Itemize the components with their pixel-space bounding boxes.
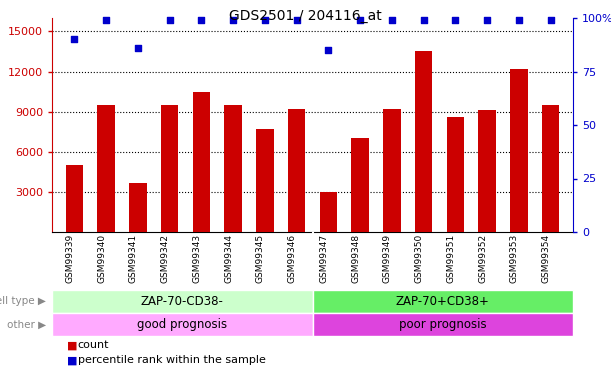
Bar — [320, 192, 337, 232]
Bar — [312, 313, 573, 336]
Text: count: count — [78, 340, 109, 350]
Text: GSM99347: GSM99347 — [320, 234, 328, 283]
Point — [355, 17, 365, 23]
Bar — [192, 92, 210, 232]
Point — [450, 17, 460, 23]
Bar — [52, 290, 312, 313]
Text: GSM99340: GSM99340 — [97, 234, 106, 283]
Text: ZAP-70+CD38+: ZAP-70+CD38+ — [396, 295, 489, 308]
Bar — [256, 129, 274, 232]
Bar — [478, 110, 496, 232]
Text: GSM99345: GSM99345 — [256, 234, 265, 283]
Point — [101, 17, 111, 23]
Text: poor prognosis: poor prognosis — [399, 318, 486, 331]
Text: cell type ▶: cell type ▶ — [0, 297, 46, 306]
Point — [196, 17, 206, 23]
Bar — [97, 105, 115, 232]
Point — [291, 17, 301, 23]
Text: ZAP-70-CD38-: ZAP-70-CD38- — [141, 295, 224, 308]
Point — [260, 17, 269, 23]
Text: GSM99341: GSM99341 — [129, 234, 137, 283]
Text: GSM99342: GSM99342 — [161, 234, 169, 283]
Bar — [288, 109, 306, 232]
Text: ■: ■ — [67, 356, 78, 365]
Point — [228, 17, 238, 23]
Bar — [447, 117, 464, 232]
Text: percentile rank within the sample: percentile rank within the sample — [78, 356, 266, 365]
Point — [482, 17, 492, 23]
Bar — [510, 69, 528, 232]
Bar — [312, 290, 573, 313]
Point — [70, 36, 79, 42]
Text: GSM99352: GSM99352 — [478, 234, 487, 283]
Text: GSM99343: GSM99343 — [192, 234, 201, 283]
Bar — [224, 105, 242, 232]
Text: good prognosis: good prognosis — [137, 318, 227, 331]
Bar — [65, 165, 83, 232]
Bar — [351, 138, 369, 232]
Point — [164, 17, 174, 23]
Text: GSM99344: GSM99344 — [224, 234, 233, 283]
Text: GSM99353: GSM99353 — [510, 234, 519, 283]
Bar — [52, 313, 312, 336]
Text: GSM99348: GSM99348 — [351, 234, 360, 283]
Bar — [383, 109, 401, 232]
Point — [514, 17, 524, 23]
Text: other ▶: other ▶ — [7, 320, 46, 330]
Text: GSM99354: GSM99354 — [542, 234, 551, 283]
Bar — [415, 51, 433, 232]
Point — [387, 17, 397, 23]
Text: GDS2501 / 204116_at: GDS2501 / 204116_at — [229, 9, 382, 23]
Point — [419, 17, 428, 23]
Text: GSM99349: GSM99349 — [383, 234, 392, 283]
Point — [546, 17, 555, 23]
Text: ■: ■ — [67, 340, 78, 350]
Point — [133, 45, 142, 51]
Text: GSM99346: GSM99346 — [288, 234, 296, 283]
Text: GSM99350: GSM99350 — [415, 234, 423, 283]
Text: GSM99339: GSM99339 — [65, 234, 75, 283]
Text: GSM99351: GSM99351 — [447, 234, 455, 283]
Bar — [161, 105, 178, 232]
Point — [323, 47, 333, 53]
Bar — [542, 105, 560, 232]
Bar — [129, 183, 147, 232]
